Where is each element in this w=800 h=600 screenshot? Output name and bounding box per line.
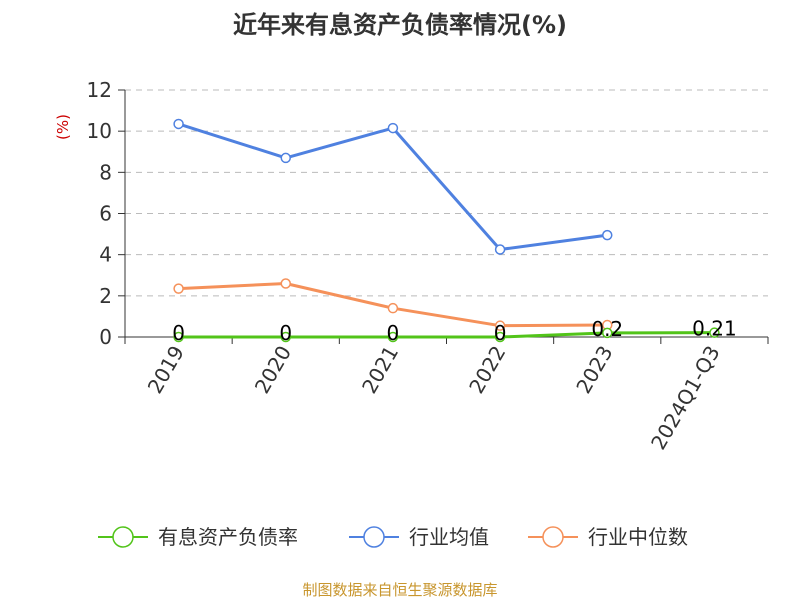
x-tick-label: 2020 — [250, 342, 296, 398]
series-line — [178, 331, 715, 339]
y-tick-label: 6 — [99, 202, 112, 226]
source-note: 制图数据来自恒生聚源数据库 — [302, 581, 497, 599]
legend-swatch-marker — [542, 526, 564, 548]
data-labels: 0 0 0 0 0.2 0.21 — [172, 317, 736, 345]
series-group — [173, 118, 720, 343]
x-tick-label: 2022 — [464, 342, 510, 398]
data-point — [494, 331, 506, 343]
x-tick-label: 2023 — [571, 342, 617, 398]
data-label: 0 — [494, 321, 507, 345]
chart-title: 近年来有息资产负债率情况(%) — [233, 11, 567, 39]
x-tick-label: 2021 — [357, 342, 403, 398]
legend-swatch-marker — [112, 526, 134, 548]
data-point — [494, 244, 506, 255]
data-point — [173, 118, 184, 130]
axes: 0 2 4 6 8 10 12 2019 2020 2021 2022 2023 2024Q1-Q3 — [87, 78, 769, 454]
data-point — [280, 331, 291, 343]
y-tick-label: 8 — [99, 160, 112, 184]
legend-swatch-marker — [363, 526, 385, 548]
y-tick-label: 10 — [87, 119, 112, 143]
y-tick-label: 2 — [99, 284, 112, 308]
legend: 有息资产负债率 行业均值 行业中位数 — [98, 525, 688, 549]
series-line — [178, 122, 608, 252]
data-point — [280, 152, 291, 164]
y-tick-label: 12 — [87, 78, 112, 102]
data-label: 0 — [387, 321, 400, 345]
data-label: 0 — [172, 321, 185, 345]
data-point — [494, 320, 506, 331]
data-label: 0.2 — [591, 317, 623, 341]
data-point — [173, 283, 184, 294]
data-point — [602, 229, 613, 241]
legend-label: 行业均值 — [409, 525, 489, 549]
data-point — [387, 122, 399, 134]
data-point — [280, 278, 291, 289]
y-axis-label: (%) — [54, 114, 72, 140]
data-point — [173, 331, 184, 343]
data-label: 0.21 — [692, 317, 737, 341]
data-point — [387, 302, 399, 314]
data-point — [602, 327, 613, 339]
y-tick-label: 0 — [99, 325, 112, 349]
y-tick-label: 4 — [99, 243, 112, 267]
x-tick-label: 2019 — [143, 342, 189, 398]
data-point — [387, 331, 399, 343]
data-point — [709, 327, 720, 338]
legend-label: 有息资产负债率 — [158, 525, 298, 549]
x-tick-label: 2024Q1-Q3 — [646, 342, 725, 454]
data-label: 0 — [279, 321, 292, 345]
grid-lines — [125, 89, 768, 297]
legend-label: 行业中位数 — [588, 525, 688, 549]
